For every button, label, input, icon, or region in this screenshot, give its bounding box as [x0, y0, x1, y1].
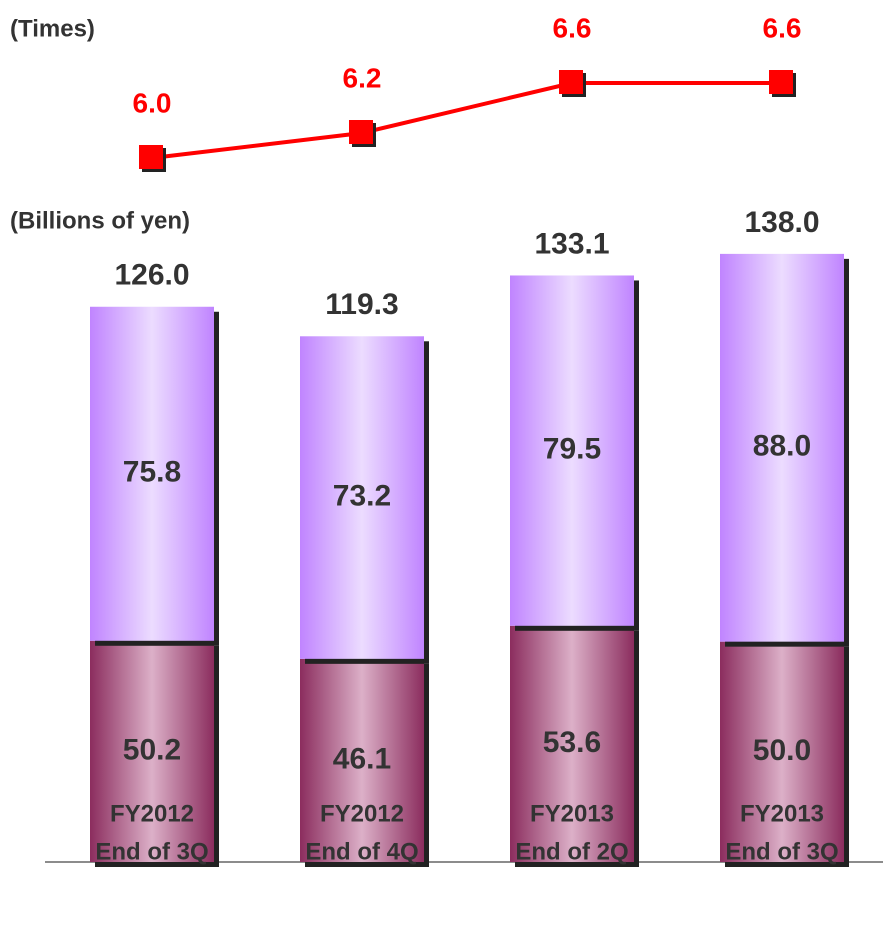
x-tick-label: End of 3Q [95, 838, 208, 865]
x-tick-label: End of 2Q [515, 838, 628, 865]
bar-segment [720, 253, 844, 642]
total-label: 119.3 [325, 288, 398, 321]
bar-segment [300, 658, 424, 862]
bar-segment [510, 625, 634, 862]
line-value-label: 6.2 [343, 62, 382, 93]
bar-segment [720, 641, 844, 862]
segment-label: 50.0 [753, 734, 811, 767]
segment-label: 53.6 [543, 726, 601, 759]
segment-label: 73.2 [333, 479, 391, 512]
x-tick-label: FY2012 [320, 800, 404, 827]
total-label: 138.0 [744, 206, 819, 239]
segment-label: 46.1 [333, 742, 391, 775]
marker [349, 120, 373, 144]
segment-label: 50.2 [123, 733, 181, 766]
marker [559, 70, 583, 94]
segment-label: 79.5 [543, 433, 601, 466]
marker [769, 70, 793, 94]
x-tick-label: FY2012 [110, 800, 194, 827]
line-value-label: 6.6 [553, 12, 592, 43]
x-tick-label: End of 3Q [725, 838, 838, 865]
segment-label: 75.8 [123, 456, 181, 489]
bar-segment [90, 640, 214, 862]
bar-axis-label: (Billions of yen) [10, 207, 190, 234]
line-axis-label: (Times) [10, 15, 95, 42]
marker [139, 145, 163, 169]
x-tick-label: FY2013 [530, 800, 614, 827]
bar-segment [90, 306, 214, 641]
total-label: 133.1 [534, 227, 609, 260]
bar-segment [510, 275, 634, 626]
x-tick-label: FY2013 [740, 800, 824, 827]
line-value-label: 6.0 [133, 87, 172, 118]
segment-label: 88.0 [753, 430, 811, 463]
line [151, 81, 782, 160]
bar-segment [300, 336, 424, 659]
total-label: 126.0 [114, 259, 189, 292]
x-tick-label: End of 4Q [305, 838, 418, 865]
line-value-label: 6.6 [763, 12, 802, 43]
